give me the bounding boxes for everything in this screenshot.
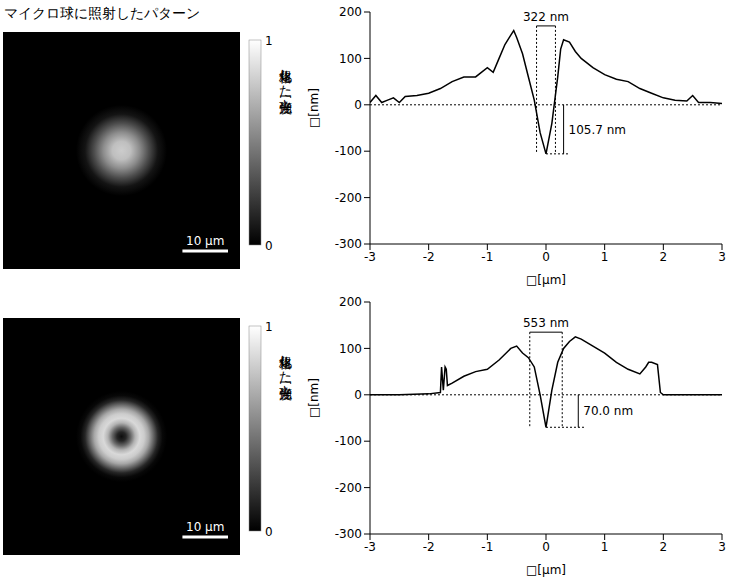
svg-text:200: 200: [339, 5, 362, 19]
svg-text:0: 0: [542, 540, 550, 554]
svg-text:□[nm]: □[nm]: [307, 88, 321, 128]
svg-text:105.7 nm: 105.7 nm: [569, 123, 626, 137]
svg-text:-300: -300: [335, 527, 362, 541]
svg-text:70.0 nm: 70.0 nm: [583, 404, 633, 418]
svg-text:2: 2: [660, 540, 668, 554]
svg-text:-200: -200: [335, 481, 362, 495]
svg-text:-3: -3: [364, 250, 376, 264]
svg-text:10 μm: 10 μm: [186, 234, 224, 248]
svg-text:3: 3: [718, 540, 726, 554]
svg-text:322 nm: 322 nm: [523, 10, 569, 24]
svg-text:-3: -3: [364, 540, 376, 554]
svg-text:-200: -200: [335, 191, 362, 205]
svg-text:-2: -2: [423, 250, 435, 264]
svg-text:0: 0: [354, 98, 362, 112]
svg-text:100: 100: [339, 52, 362, 66]
svg-text:-1: -1: [481, 540, 493, 554]
html-text:マイクロ球に照射したパターン: マイクロ球に照射したパターン: [4, 5, 200, 21]
svg-text:-300: -300: [335, 237, 362, 251]
svg-text:1: 1: [265, 320, 273, 334]
svg-text:0: 0: [542, 250, 550, 264]
svg-text:100: 100: [339, 342, 362, 356]
svg-text:-2: -2: [423, 540, 435, 554]
svg-text:-100: -100: [335, 434, 362, 448]
svg-text:-1: -1: [481, 250, 493, 264]
html-text:規格化した光強度 [-]: 規格化した光強度 [-]: [278, 346, 293, 395]
svg-text:1: 1: [601, 540, 609, 554]
svg-text:3: 3: [718, 250, 726, 264]
svg-text:□[nm]: □[nm]: [307, 378, 321, 418]
svg-text:□[μm]: □[μm]: [526, 563, 566, 577]
svg-text:2: 2: [660, 250, 668, 264]
svg-text:1: 1: [601, 250, 609, 264]
svg-text:10 μm: 10 μm: [186, 520, 224, 534]
svg-text:200: 200: [339, 295, 362, 309]
svg-text:0: 0: [265, 525, 273, 539]
html-text:規格化した光強度 [-]: 規格化した光強度 [-]: [278, 60, 293, 109]
svg-text:1: 1: [265, 34, 273, 48]
svg-text:□[μm]: □[μm]: [526, 273, 566, 287]
svg-text:0: 0: [354, 388, 362, 402]
svg-text:0: 0: [265, 239, 273, 253]
svg-text:553 nm: 553 nm: [523, 316, 569, 330]
svg-text:-100: -100: [335, 144, 362, 158]
